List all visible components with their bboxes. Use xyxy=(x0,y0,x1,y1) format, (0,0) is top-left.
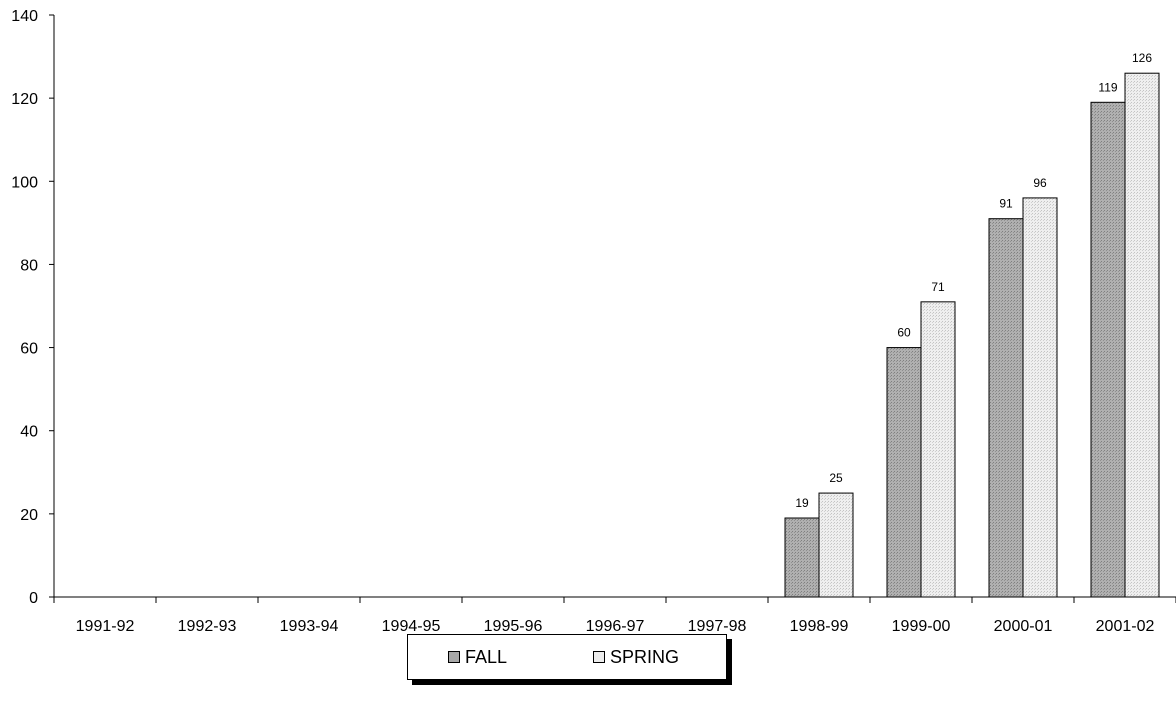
bar-fall xyxy=(886,347,922,598)
bar-spring xyxy=(818,492,854,598)
legend: FALL SPRING xyxy=(407,634,727,680)
legend-swatch-spring xyxy=(593,651,605,663)
bar-spring xyxy=(920,301,956,598)
bar-fall xyxy=(784,517,820,598)
x-tick-label: 1991-92 xyxy=(76,618,135,635)
data-label: 119 xyxy=(1098,80,1117,94)
x-tick-label: 1996-97 xyxy=(586,618,645,635)
y-tick-label: 0 xyxy=(29,590,38,607)
y-tick-label: 60 xyxy=(20,341,38,358)
data-label: 19 xyxy=(795,496,809,510)
y-tick-label: 80 xyxy=(20,257,38,274)
x-tick-label: 1992-93 xyxy=(178,618,237,635)
data-label: 71 xyxy=(931,280,945,294)
bar-spring xyxy=(1022,197,1058,598)
y-tick-label: 140 xyxy=(11,8,38,25)
x-tick-label: 2000-01 xyxy=(994,618,1053,635)
x-tick-label: 1998-99 xyxy=(790,618,849,635)
x-tick-label: 1994-95 xyxy=(382,618,441,635)
bar-fall xyxy=(988,218,1024,598)
x-tick-label: 2001-02 xyxy=(1096,618,1155,635)
data-label: 60 xyxy=(897,326,911,340)
x-tick-label: 1995-96 xyxy=(484,618,543,635)
data-label: 25 xyxy=(829,471,843,485)
y-tick-label: 20 xyxy=(20,507,38,524)
legend-label-spring: SPRING xyxy=(610,647,680,667)
data-label: 91 xyxy=(999,197,1013,211)
plot-area: 0 20 40 60 80 100 120 140 1991-92 1992-93 1993-94 1… xyxy=(11,8,1176,635)
data-label: 96 xyxy=(1033,176,1047,190)
y-tick-label: 40 xyxy=(20,424,38,441)
x-tick-label: 1997-98 xyxy=(688,618,747,635)
x-tick-label: 1993-94 xyxy=(280,618,339,635)
y-tick-label: 100 xyxy=(11,174,38,191)
bar-fall xyxy=(1090,101,1126,598)
x-tick-label: 1999-00 xyxy=(892,618,951,635)
legend-label-fall: FALL xyxy=(465,647,508,667)
bar-spring xyxy=(1124,72,1160,598)
legend-item-spring: SPRING xyxy=(593,647,679,667)
legend-swatch-fall xyxy=(448,651,460,663)
y-tick-label: 120 xyxy=(11,91,38,108)
data-label: 126 xyxy=(1132,51,1152,65)
legend-item-fall: FALL xyxy=(448,647,507,667)
